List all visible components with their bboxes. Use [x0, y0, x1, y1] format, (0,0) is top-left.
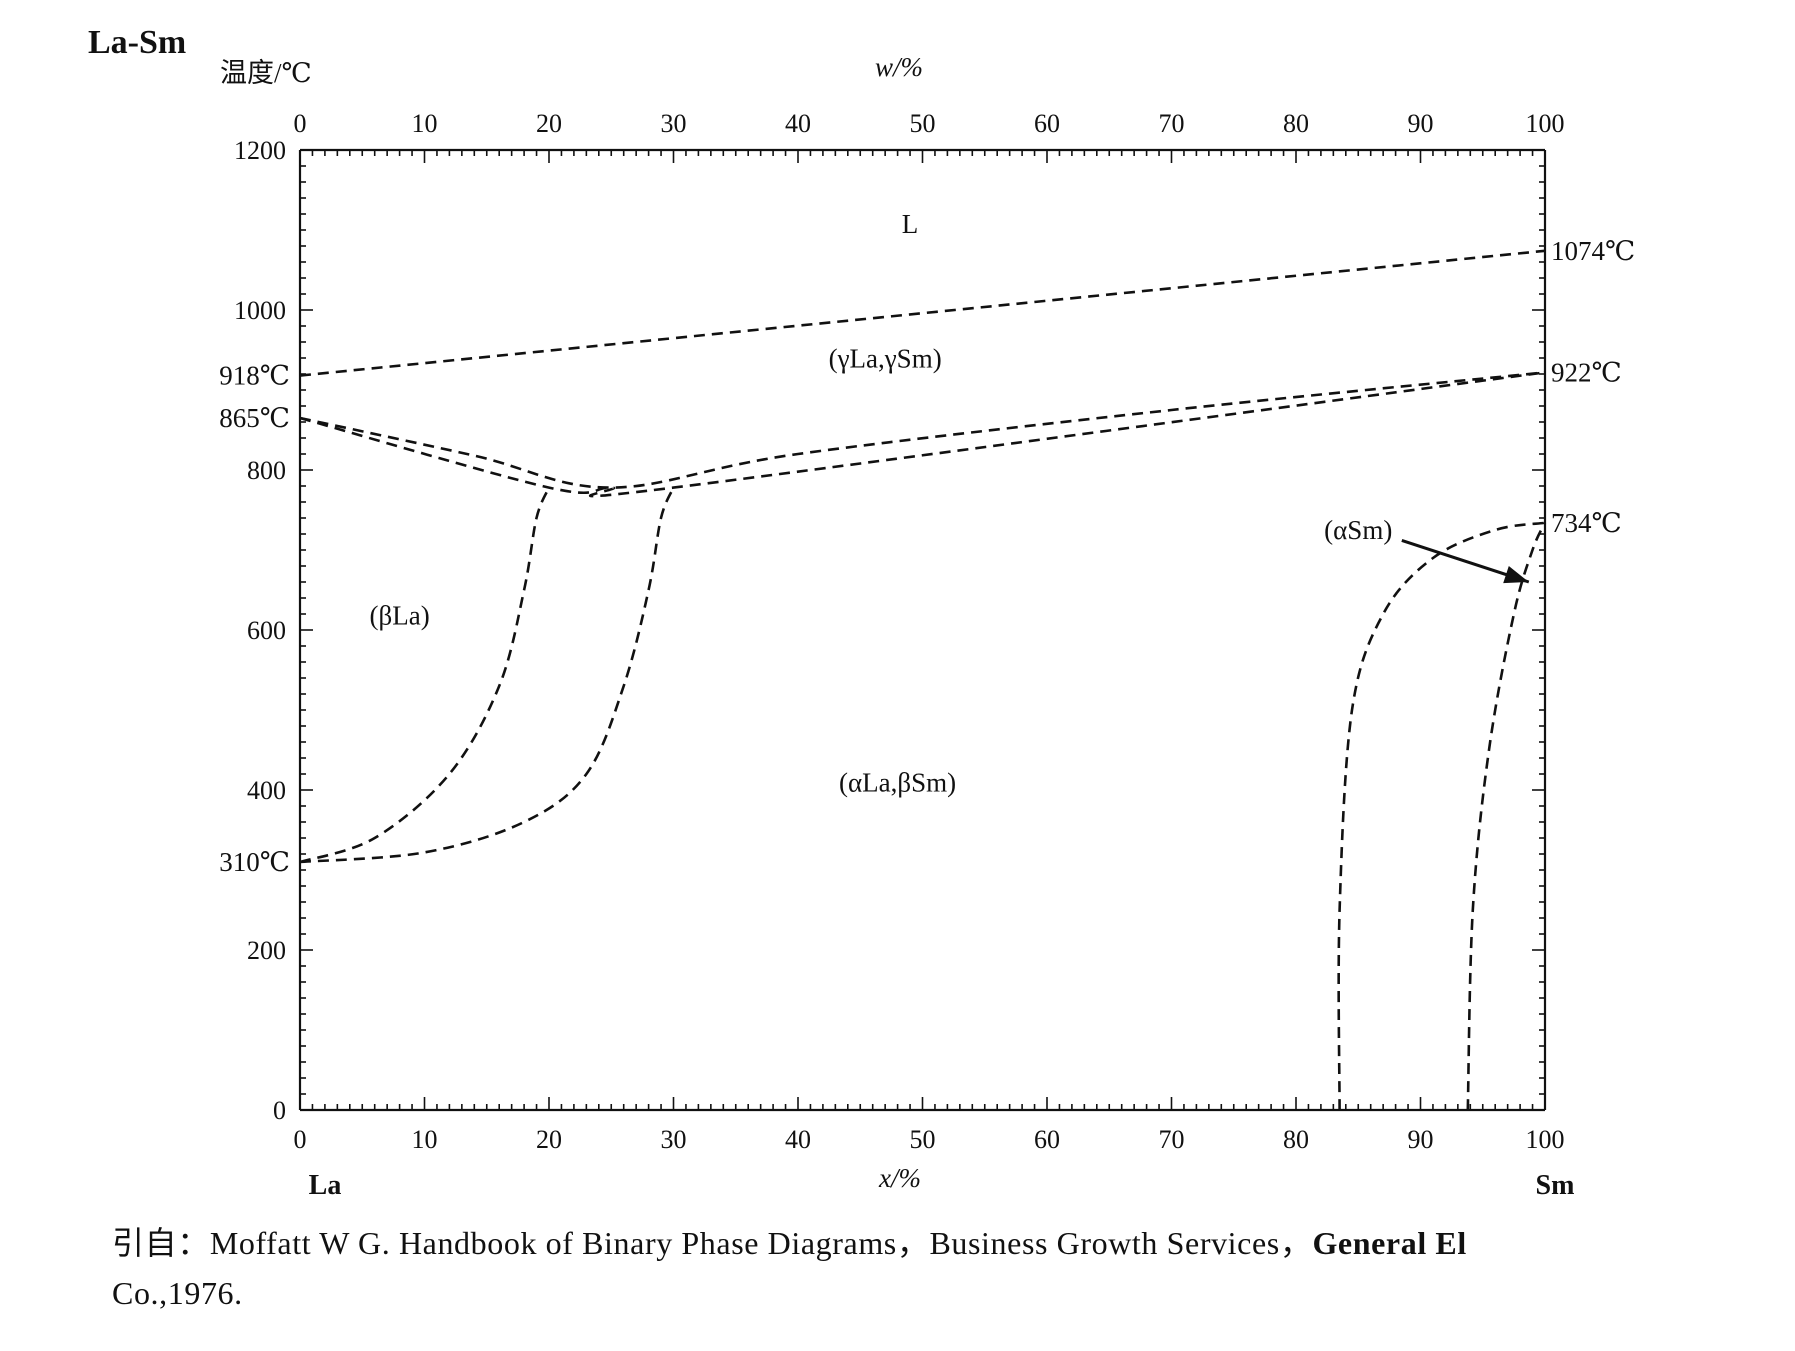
caption-line-2: Co.,1976. [112, 1275, 243, 1311]
x-tick-label: 90 [1408, 1125, 1434, 1154]
temperature-label-right: 922℃ [1551, 357, 1622, 387]
phase-boundary-line [1337, 521, 1546, 1111]
beta-la-region-label: (βLa) [369, 600, 429, 630]
phase-labels: 918℃ 865℃ 310℃ 1074℃ 922℃ 734℃ L (γLa,γSm) (βLa)… [219, 209, 1635, 877]
temperature-label-left: 865℃ [219, 403, 290, 433]
source-caption: 引自：Moffatt W G. Handbook of Binary Phase… [112, 1218, 1772, 1318]
temperature-label-right: 1074℃ [1551, 236, 1635, 266]
left-element-label: La [309, 1170, 342, 1201]
top-tick-label: 80 [1283, 109, 1309, 138]
alpha-sm-region-label: (αSm) [1324, 515, 1392, 545]
x-tick-label: 80 [1283, 1125, 1309, 1154]
top-tick-label: 100 [1526, 109, 1565, 138]
axes: 0 10 20 30 40 50 60 70 80 90 1000 10 20 30 40 50 60 70 80 9… [234, 109, 1565, 1154]
x-tick-label: 30 [661, 1125, 687, 1154]
phase-boundary-line [299, 249, 1546, 377]
y-tick-label: 200 [247, 936, 286, 965]
x-tick-label: 40 [785, 1125, 811, 1154]
x-tick-label: 0 [294, 1125, 307, 1154]
temperature-label-left: 310℃ [219, 847, 290, 877]
x-tick-label: 60 [1034, 1125, 1060, 1154]
arrow-head [1503, 565, 1529, 584]
x-tick-label: 70 [1159, 1125, 1185, 1154]
phase-boundary-line [299, 487, 675, 864]
phase-boundaries [299, 249, 1547, 1111]
top-tick-label: 0 [294, 109, 307, 138]
y-tick-label: 1000 [234, 296, 286, 325]
top-tick-label: 30 [661, 109, 687, 138]
y-tick-label: 600 [247, 616, 286, 645]
top-tick-label: 60 [1034, 109, 1060, 138]
gamma-region-label: (γLa,γSm) [829, 344, 942, 374]
x-tick-label: 10 [412, 1125, 438, 1154]
top-tick-label: 20 [536, 109, 562, 138]
y-tick-label: 400 [247, 776, 286, 805]
phase-boundary-line [299, 371, 1546, 498]
caption-bold-tail: General El [1312, 1225, 1467, 1261]
y-tick-label: 800 [247, 456, 286, 485]
caption-text: Moffatt W G. Handbook of Binary Phase Di… [209, 1225, 1313, 1261]
phase-boundary-line [299, 371, 1546, 489]
top-tick-label: 40 [785, 109, 811, 138]
top-tick-label: 10 [412, 109, 438, 138]
top-tick-label: 50 [910, 109, 936, 138]
temperature-label-right: 734℃ [1551, 508, 1622, 538]
chart-title: La-Sm [88, 24, 186, 61]
x-tick-label: 20 [536, 1125, 562, 1154]
temperature-label-left: 918℃ [219, 361, 290, 391]
liquid-region-label: L [902, 209, 919, 239]
y-axis-label: 温度/℃ [220, 58, 312, 88]
top-tick-label: 90 [1408, 109, 1434, 138]
caption-prefix: 引自： [112, 1225, 210, 1261]
caption-line-1: 引自：Moffatt W G. Handbook of Binary Phase… [112, 1218, 1772, 1268]
phase-boundary-line [1466, 522, 1547, 1111]
top-axis-label: w/% [875, 52, 923, 82]
x-tick-label: 100 [1526, 1125, 1565, 1154]
y-tick-label: 0 [273, 1096, 286, 1125]
right-element-label: Sm [1536, 1170, 1575, 1201]
alpha-la-region-label: (αLa,βSm) [839, 768, 956, 798]
y-tick-label: 1200 [234, 136, 286, 165]
top-tick-label: 70 [1159, 109, 1185, 138]
x-axis-label: x/% [878, 1163, 921, 1193]
x-tick-label: 50 [910, 1125, 936, 1154]
phase-boundary-line [299, 487, 551, 864]
